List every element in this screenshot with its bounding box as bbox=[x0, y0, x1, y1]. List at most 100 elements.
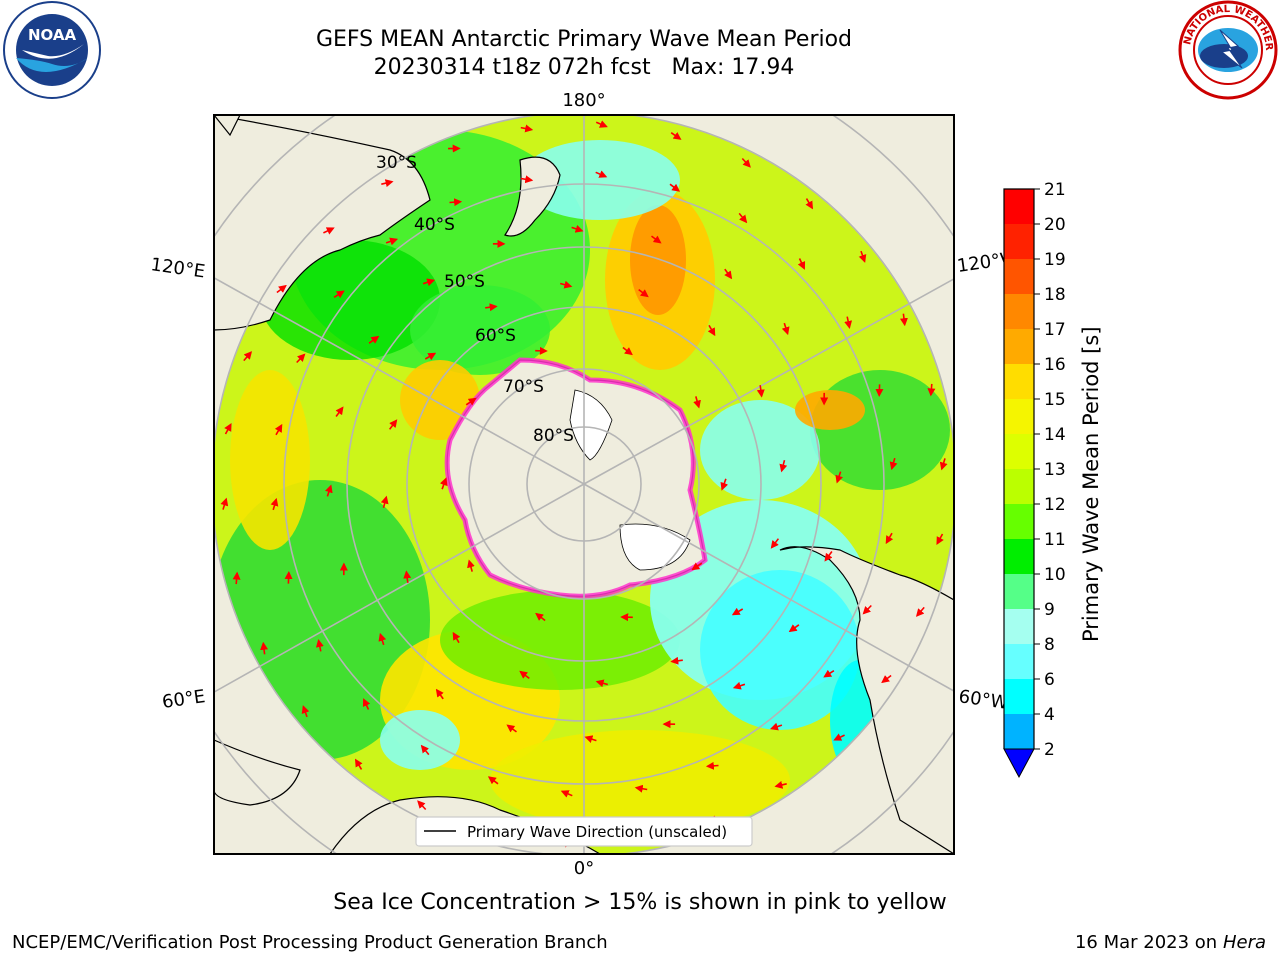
wave-arrow-icon bbox=[823, 669, 835, 678]
wave-arrow-icon bbox=[881, 674, 892, 684]
colorbar-block bbox=[1004, 329, 1034, 364]
lat-label-70s: 70°S bbox=[503, 377, 544, 397]
wave-arrow-icon bbox=[452, 631, 461, 644]
colorbar-block bbox=[1004, 189, 1034, 224]
nws-logo: NATIONAL WEATHER SERVICE bbox=[1172, 0, 1280, 108]
graticule bbox=[214, 115, 954, 854]
wave-arrow-icon bbox=[385, 237, 399, 246]
colorbar-extend-triangle bbox=[1003, 748, 1035, 779]
colorbar-tick-label: 9 bbox=[1044, 600, 1055, 620]
wave-arrow-icon bbox=[738, 212, 748, 224]
wave-arrow-icon bbox=[520, 175, 534, 184]
sea-ice-caption: Sea Ice Concentration > 15% is shown in … bbox=[333, 890, 947, 915]
lon-label-0: 0° bbox=[574, 858, 594, 879]
south-america-land bbox=[779, 546, 954, 854]
colorbar-block bbox=[1004, 434, 1034, 469]
wave-arrow-icon bbox=[232, 571, 241, 585]
colorbar-tick-label: 15 bbox=[1044, 390, 1066, 410]
colorbar-tick-label: 18 bbox=[1044, 285, 1066, 305]
wave-arrow-icon bbox=[638, 288, 649, 298]
sea-ice-edge bbox=[444, 357, 708, 599]
wave-arrow-icon bbox=[899, 313, 908, 327]
wave-arrow-icon bbox=[315, 639, 324, 652]
lat-label-80s: 80°S bbox=[533, 426, 574, 446]
wave-arrow-icon bbox=[335, 406, 344, 417]
colorbar-tick-label: 12 bbox=[1044, 495, 1066, 515]
colorbar-ticks: 21 20 19 18 17 16 15 14 13 12 11 10 9 8 6 4 2 bbox=[1034, 180, 1066, 760]
wave-arrow-icon bbox=[651, 235, 662, 244]
colorbar-tick-label: 19 bbox=[1044, 250, 1066, 270]
wave-arrow-icon bbox=[333, 290, 345, 299]
colorbar-block bbox=[1004, 539, 1034, 574]
wave-arrow-icon bbox=[435, 688, 444, 700]
colorbar-block bbox=[1004, 714, 1034, 749]
wave-arrow-icon bbox=[439, 477, 448, 490]
colorbar-tick-label: 4 bbox=[1044, 705, 1055, 725]
colorbar-tick-label: 11 bbox=[1044, 530, 1066, 550]
wave-arrow-icon bbox=[420, 744, 430, 756]
wave-arrow-icon bbox=[417, 800, 427, 811]
wave-arrow-icon bbox=[422, 278, 436, 287]
wave-arrow-icon bbox=[769, 722, 783, 731]
wave-arrow-icon bbox=[774, 780, 787, 789]
colorbar-block bbox=[1004, 399, 1034, 434]
wave-arrow-icon bbox=[224, 422, 232, 435]
wave-arrow-icon bbox=[274, 423, 283, 436]
lat-label-30s: 30°S bbox=[376, 153, 417, 173]
wave-arrow-icon bbox=[670, 132, 682, 140]
wave-arrow-icon bbox=[741, 157, 751, 168]
wave-arrow-icon bbox=[535, 612, 546, 622]
colorbar-block bbox=[1004, 259, 1034, 294]
wave-arrow-icon bbox=[560, 790, 573, 798]
wave-arrow-icon bbox=[732, 681, 746, 690]
wave-arrow-icon bbox=[487, 776, 499, 785]
wave-arrow-icon bbox=[705, 761, 719, 770]
colorbar-tick-label: 14 bbox=[1044, 425, 1066, 445]
colorbar-tick-label: 6 bbox=[1044, 670, 1055, 690]
lon-label-120e: 120°E bbox=[149, 254, 206, 282]
wave-arrow-icon bbox=[885, 532, 894, 545]
ross-ice-shelf bbox=[569, 389, 613, 461]
map-area[interactable]: 30°S 40°S 50°S 60°S 70°S 80°S Primary Wa… bbox=[139, 39, 1029, 929]
madagascar-land bbox=[214, 739, 301, 806]
lat-label-50s: 50°S bbox=[444, 272, 485, 292]
colorbar-label: Primary Wave Mean Period [s] bbox=[1079, 326, 1103, 642]
footer-host: Hera bbox=[1222, 932, 1266, 953]
wave-arrow-icon bbox=[936, 533, 944, 546]
wave-arrow-icon bbox=[301, 705, 310, 718]
wave-arrow-icon bbox=[467, 559, 475, 572]
wave-arrow-icon bbox=[724, 268, 733, 280]
wave-arrow-icon bbox=[362, 698, 371, 710]
legend-label: Primary Wave Direction (unscaled) bbox=[467, 823, 727, 841]
colorbar-tick-label: 16 bbox=[1044, 355, 1066, 375]
wave-arrow-icon bbox=[720, 478, 729, 491]
wave-arrow-icon bbox=[325, 484, 333, 497]
wave-arrow-icon bbox=[354, 758, 363, 770]
colorbar: 21 20 19 18 17 16 15 14 13 12 11 10 9 8 6 4 2 Primary Wa… bbox=[1003, 180, 1103, 779]
wave-arrow-icon bbox=[378, 632, 387, 646]
wave-arrow-icon bbox=[506, 724, 517, 733]
wave-arrow-icon bbox=[380, 495, 389, 509]
new-zealand-land bbox=[504, 156, 561, 237]
colorbar-block bbox=[1004, 224, 1034, 259]
wave-arrow-icon bbox=[797, 258, 806, 270]
wave-arrow-icon bbox=[571, 225, 584, 233]
wave-arrow-icon bbox=[756, 385, 765, 398]
wave-arrow-icon bbox=[779, 459, 788, 473]
colorbar-tick-label: 8 bbox=[1044, 635, 1055, 655]
wave-arrow-icon bbox=[584, 735, 597, 743]
wave-arrow-icon bbox=[731, 607, 744, 616]
wave-arrow-icon bbox=[595, 679, 609, 688]
land-fragment bbox=[214, 115, 241, 137]
colorbar-tick-label: 2 bbox=[1044, 740, 1055, 760]
colorbar-blocks bbox=[1003, 188, 1035, 779]
footer-date: 16 Mar 2023 on Hera bbox=[1075, 932, 1266, 953]
footer-date-text: 16 Mar 2023 on bbox=[1074, 932, 1218, 953]
wave-arrow-icon bbox=[691, 562, 703, 571]
wave-arrow-icon bbox=[403, 570, 412, 583]
wave-arrow-icon bbox=[693, 396, 701, 409]
lon-label-180: 180° bbox=[562, 90, 605, 111]
colorbar-block bbox=[1004, 679, 1034, 714]
wave-arrow-icon bbox=[368, 335, 380, 344]
